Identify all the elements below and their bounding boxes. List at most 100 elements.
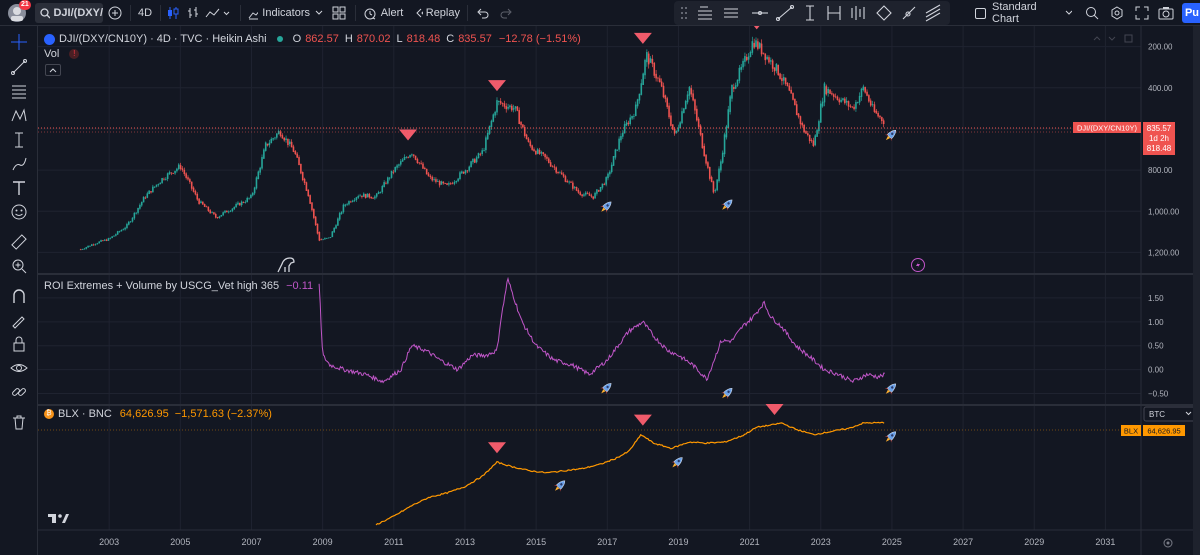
candle-body	[845, 100, 848, 103]
btc-scale-select[interactable]	[1143, 406, 1193, 422]
measure-tool[interactable]	[9, 232, 29, 252]
candle-body	[768, 57, 770, 63]
candle-body	[784, 77, 787, 84]
candle-body	[779, 73, 781, 79]
candle-body	[475, 157, 478, 163]
undo-button[interactable]	[475, 3, 491, 23]
candle-body	[449, 183, 452, 185]
candle-body	[115, 234, 117, 236]
replay-button[interactable]: Replay	[414, 3, 460, 23]
crosshair-tool[interactable]	[9, 32, 29, 52]
zoom-tool[interactable]	[9, 256, 29, 276]
candle-body	[338, 213, 341, 220]
candle-body	[103, 239, 106, 241]
candle-body	[325, 237, 328, 239]
chart-settings-icon[interactable]	[1163, 538, 1173, 548]
candle-body	[440, 181, 443, 185]
lock-tool[interactable]	[9, 334, 29, 354]
fib-retracement-icon	[12, 85, 26, 99]
ruler-icon	[11, 234, 27, 250]
chevron-down-icon	[315, 10, 323, 15]
chart-type-label: Standard Chart	[992, 1, 1037, 25]
candle-body	[764, 53, 767, 61]
candle-body	[218, 216, 221, 218]
candle-body	[757, 41, 759, 49]
templates-button[interactable]	[330, 3, 348, 23]
redo-button[interactable]	[498, 3, 514, 23]
bars-type-button[interactable]	[185, 3, 201, 23]
candle-body	[124, 227, 126, 230]
chart-area[interactable]: 1,200.001,000.00800.00600.00400.00200.00…	[38, 26, 1193, 555]
zoom-in-icon	[12, 259, 27, 274]
emoji-tool[interactable]	[9, 202, 29, 222]
candle-body	[560, 172, 563, 175]
candle-body	[655, 73, 657, 79]
stay-in-drawing-tool[interactable]	[9, 310, 29, 330]
candle-body	[298, 157, 300, 166]
candle-body	[470, 161, 472, 168]
indicators-icon	[248, 11, 259, 20]
price-scale-roi: 1.50 1.00 0.50 0.00 −0.50	[1148, 294, 1169, 399]
replay-label: Replay	[425, 7, 460, 19]
symbol-search[interactable]: DJI/(DXY/	[35, 3, 103, 23]
quick-search-button[interactable]	[1083, 3, 1101, 23]
compare-button[interactable]	[106, 3, 124, 23]
snapshot-button[interactable]	[1157, 3, 1175, 23]
alert-button[interactable]: Alert	[362, 3, 404, 23]
candle-body	[137, 207, 139, 213]
candle-body	[403, 157, 406, 160]
interval-button[interactable]: 4D	[134, 3, 156, 23]
fib-tool[interactable]	[9, 81, 29, 101]
publish-button[interactable]: Pu	[1182, 3, 1200, 23]
roi-indicator-title[interactable]: ROI Extremes + Volume by USCG_Vet high 3…	[44, 280, 280, 292]
candle-body	[727, 109, 730, 129]
indicators-button[interactable]: Indicators	[248, 3, 310, 23]
candle-body	[355, 197, 358, 201]
candle-body	[79, 249, 82, 251]
candle-body	[120, 229, 123, 232]
hide-tool[interactable]	[9, 358, 29, 378]
text-tool[interactable]	[9, 178, 29, 198]
candle-body	[531, 145, 533, 150]
candle-body	[327, 237, 330, 239]
candle-body	[342, 204, 345, 213]
candle-body	[220, 214, 223, 217]
candle-body	[771, 60, 774, 69]
candles-icon	[168, 7, 179, 19]
candle-body	[294, 151, 297, 155]
time-tick-label: 2025	[882, 537, 902, 547]
rewind-icon	[416, 8, 423, 18]
lightning-icon[interactable]	[911, 258, 925, 272]
settings-button[interactable]	[1108, 3, 1126, 23]
candle-body	[272, 138, 274, 140]
chart-type-select[interactable]: Standard Chart	[992, 1, 1072, 25]
time-scale: 2003 2005 2007 2009 2011 2013 2015 2017 2019 2021…	[99, 537, 1115, 547]
magnet-tool[interactable]	[9, 286, 29, 306]
candle-body	[816, 130, 818, 137]
candle-body	[83, 248, 86, 250]
collapse-legend-button[interactable]	[45, 64, 61, 76]
line-type-button[interactable]	[204, 3, 232, 23]
candle-body	[825, 86, 828, 95]
indicators-dropdown[interactable]	[313, 3, 325, 23]
bar-style-button[interactable]	[165, 3, 181, 23]
prediction-tool[interactable]	[9, 130, 29, 150]
time-tick-label: 2003	[99, 537, 119, 547]
candle-body	[562, 174, 565, 177]
btc-series-title[interactable]: BLX · BNC	[58, 408, 112, 420]
user-avatar[interactable]: 21	[6, 0, 31, 23]
trendline-tool[interactable]	[9, 57, 29, 77]
candle-body	[287, 138, 289, 146]
pane-controls[interactable]	[1093, 34, 1133, 43]
brush-tool[interactable]	[9, 154, 29, 174]
delete-tool[interactable]	[9, 412, 29, 432]
fullscreen-button[interactable]	[1133, 3, 1151, 23]
candle-body	[250, 194, 252, 198]
candle-body	[464, 170, 467, 174]
main-series-title[interactable]: DJI/(DXY/CN10Y) · 4D · TVC · Heikin Ashi	[59, 33, 267, 45]
pattern-tool[interactable]	[9, 106, 29, 126]
layout-checkbox[interactable]	[973, 3, 987, 23]
volume-label[interactable]: Vol	[44, 48, 60, 60]
candle-body	[394, 166, 397, 172]
link-tool[interactable]	[9, 382, 29, 402]
